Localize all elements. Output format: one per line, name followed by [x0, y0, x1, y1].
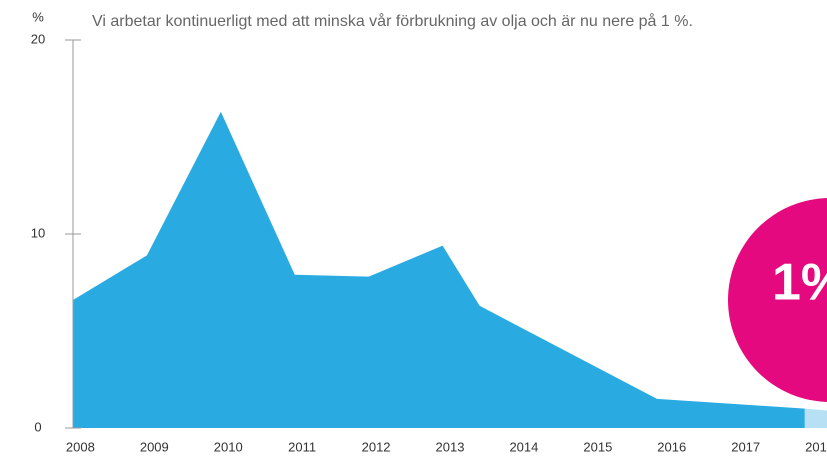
- y-tick-label: 10: [31, 225, 45, 240]
- x-tick-label: 2017: [731, 439, 760, 454]
- x-tick-label: 2011: [288, 439, 316, 454]
- y-tick-label: 0: [34, 419, 41, 434]
- annotation-balloon: 1%: [728, 198, 827, 402]
- x-tick-label: 2018: [805, 439, 827, 454]
- x-tick-label: 2015: [583, 439, 612, 454]
- area: [804, 408, 827, 428]
- x-tick-label: 2016: [657, 439, 686, 454]
- chart-title: Vi arbetar kontinuerligt med att minska …: [92, 12, 693, 30]
- balloon-circle: [728, 198, 827, 402]
- x-tick-label: 2010: [214, 439, 243, 454]
- x-tick-label: 2014: [509, 439, 538, 454]
- area: [73, 111, 805, 428]
- x-tick-label: 2012: [362, 439, 391, 454]
- annotation-text: 1%: [772, 254, 827, 312]
- x-tick-label: 2013: [436, 439, 465, 454]
- y-axis-label: %: [32, 9, 44, 24]
- y-tick-label: 20: [31, 31, 45, 46]
- x-tick-label: 2008: [66, 439, 95, 454]
- x-tick-label: 2009: [140, 439, 169, 454]
